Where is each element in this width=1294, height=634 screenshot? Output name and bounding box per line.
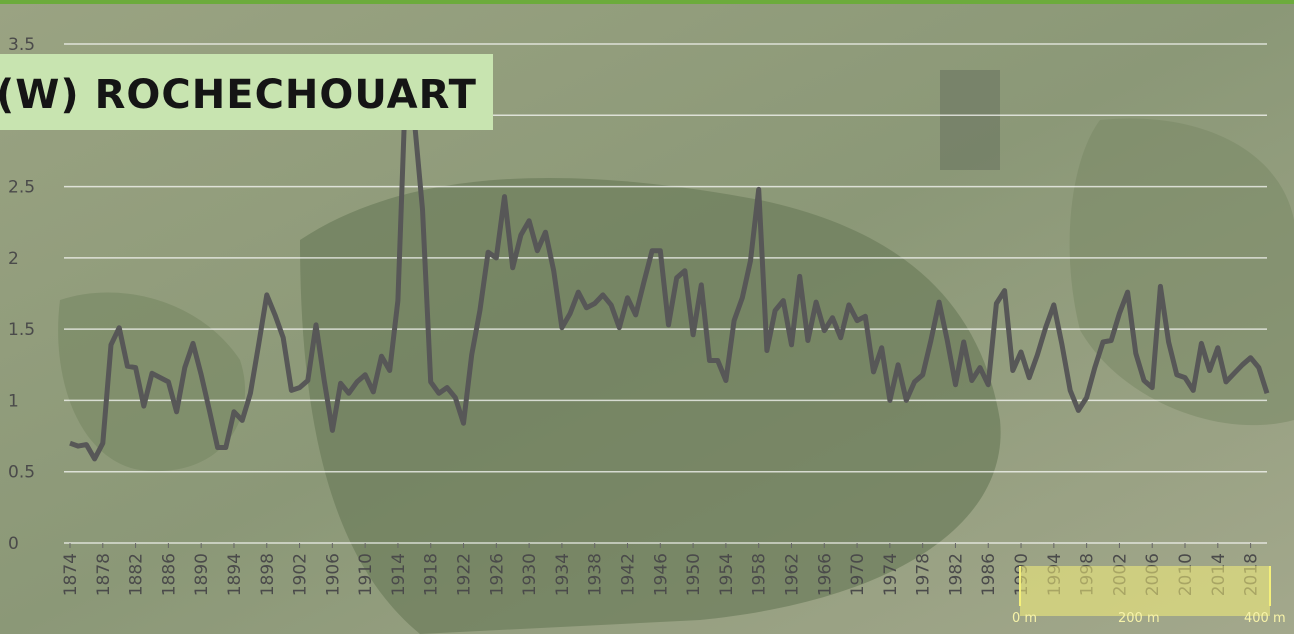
y-tick-label: 3.5 bbox=[8, 35, 35, 55]
x-tick-label: 1946 bbox=[651, 553, 671, 596]
x-tick-label: 1970 bbox=[848, 553, 868, 596]
x-tick-label: 1950 bbox=[684, 553, 704, 596]
x-tick-label: 1926 bbox=[487, 553, 507, 596]
x-tick-label: 1934 bbox=[553, 553, 573, 596]
pond bbox=[940, 70, 1000, 170]
x-tick-label: 1962 bbox=[782, 553, 802, 596]
title-box bbox=[0, 54, 493, 130]
top-border bbox=[0, 0, 1294, 4]
x-tick-label: 1918 bbox=[422, 553, 442, 596]
x-tick-label: 1898 bbox=[258, 553, 278, 596]
x-tick-label: 1874 bbox=[61, 553, 81, 596]
scale-label: 400 m bbox=[1244, 611, 1286, 626]
y-tick-label: 2 bbox=[8, 249, 19, 269]
x-tick-label: 1886 bbox=[159, 553, 179, 596]
y-tick-label: 1.5 bbox=[8, 320, 35, 340]
x-tick-label: 1986 bbox=[979, 553, 999, 596]
x-tick-label: 1942 bbox=[619, 553, 639, 596]
y-tick-label: 2.5 bbox=[8, 178, 35, 198]
chart-title: (W) ROCHECHOUART bbox=[0, 72, 477, 118]
x-tick-label: 1890 bbox=[192, 553, 212, 596]
y-tick-label: 0 bbox=[8, 534, 19, 554]
scale-label: 0 m bbox=[1012, 611, 1037, 626]
x-tick-label: 1938 bbox=[586, 553, 606, 596]
x-tick-label: 1882 bbox=[127, 553, 147, 596]
x-tick-label: 1982 bbox=[946, 553, 966, 596]
x-tick-label: 1894 bbox=[225, 553, 245, 596]
forest-patch bbox=[300, 177, 1001, 634]
y-tick-label: 1 bbox=[8, 391, 19, 411]
x-tick-label: 1958 bbox=[750, 553, 770, 596]
x-tick-label: 1910 bbox=[356, 553, 376, 596]
x-tick-label: 1954 bbox=[717, 553, 737, 596]
y-tick-label: 0.5 bbox=[8, 463, 35, 483]
x-tick-label: 1878 bbox=[94, 553, 114, 596]
x-tick-label: 1906 bbox=[323, 553, 343, 596]
scale-bar bbox=[1020, 566, 1270, 616]
data-line bbox=[69, 70, 1270, 462]
x-tick-label: 1974 bbox=[881, 553, 901, 596]
x-tick-label: 1978 bbox=[914, 553, 934, 596]
forest-patch bbox=[1069, 118, 1294, 426]
x-tick-label: 1922 bbox=[455, 553, 475, 596]
x-tick-label: 1930 bbox=[520, 553, 540, 596]
x-tick-label: 1914 bbox=[389, 553, 409, 596]
x-tick-label: 1902 bbox=[291, 553, 311, 596]
scale-label: 200 m bbox=[1118, 611, 1160, 626]
x-tick-label: 1966 bbox=[815, 553, 835, 596]
